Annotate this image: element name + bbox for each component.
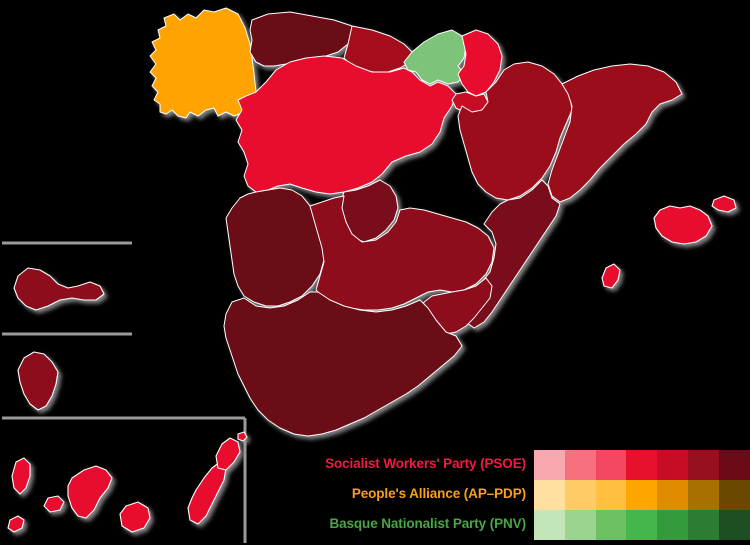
region-catalonia[interactable] [547,63,683,203]
legend-swatch-r1-c6 [718,480,750,510]
legend-swatch-r2-c0 [534,510,565,540]
legend-swatch-r1-c2 [595,480,627,510]
legend-swatch-r2-c3 [626,510,658,540]
region-canaries-la-gomera[interactable] [43,495,65,513]
region-balearic-ibiza[interactable] [601,263,621,289]
region-balearic-mallorca[interactable] [653,205,713,245]
region-ceuta[interactable] [13,267,105,311]
legend-swatch-r1-c4 [657,480,688,510]
legend-swatch-r0-c3 [626,450,658,480]
legend-party-labels: Socialist Workers' Party (PSOE) People's… [250,448,532,545]
region-extremadura[interactable] [225,187,325,307]
region-castile-and-leon[interactable] [235,55,457,195]
legend-label-pnv: Basque Nationalist Party (PNV) [329,515,526,531]
region-balearic-menorca[interactable] [711,195,737,213]
legend-swatch-r1-c0 [534,480,565,510]
legend-swatch-grid [534,450,750,540]
region-canaries-alegranza[interactable] [237,431,248,442]
legend-swatch-r2-c4 [657,510,688,540]
legend: Socialist Workers' Party (PSOE) People's… [0,448,750,545]
region-canaries-el-hierro[interactable] [7,515,25,533]
region-canaries-lanzarote[interactable] [215,437,241,471]
legend-swatch-r1-c1 [564,480,596,510]
region-andalusia[interactable] [223,291,463,437]
region-canaries-gran-canaria[interactable] [119,501,151,533]
region-canaries-tenerife[interactable] [67,465,113,519]
legend-swatch-r0-c1 [564,450,596,480]
legend-swatch-r0-c5 [687,450,719,480]
legend-swatch-r1-c3 [626,480,658,510]
legend-label-psoe: Socialist Workers' Party (PSOE) [325,455,526,471]
legend-swatch-r0-c6 [718,450,750,480]
legend-swatch-r0-c0 [534,450,565,480]
region-aragon[interactable] [457,61,573,201]
legend-swatch-r1-c5 [687,480,719,510]
legend-swatch-r2-c6 [718,510,750,540]
region-melilla[interactable] [17,351,59,411]
region-murcia[interactable] [421,277,493,335]
legend-label-ap-pdp: People's Alliance (AP–PDP) [351,485,526,501]
legend-swatch-r2-c2 [595,510,627,540]
legend-swatch-r0-c4 [657,450,688,480]
legend-swatch-r0-c2 [595,450,627,480]
region-canaries-la-palma[interactable] [11,457,31,495]
legend-swatch-r2-c5 [687,510,719,540]
legend-swatch-r2-c1 [564,510,596,540]
region-canaries-fuerteventura[interactable] [187,461,227,525]
